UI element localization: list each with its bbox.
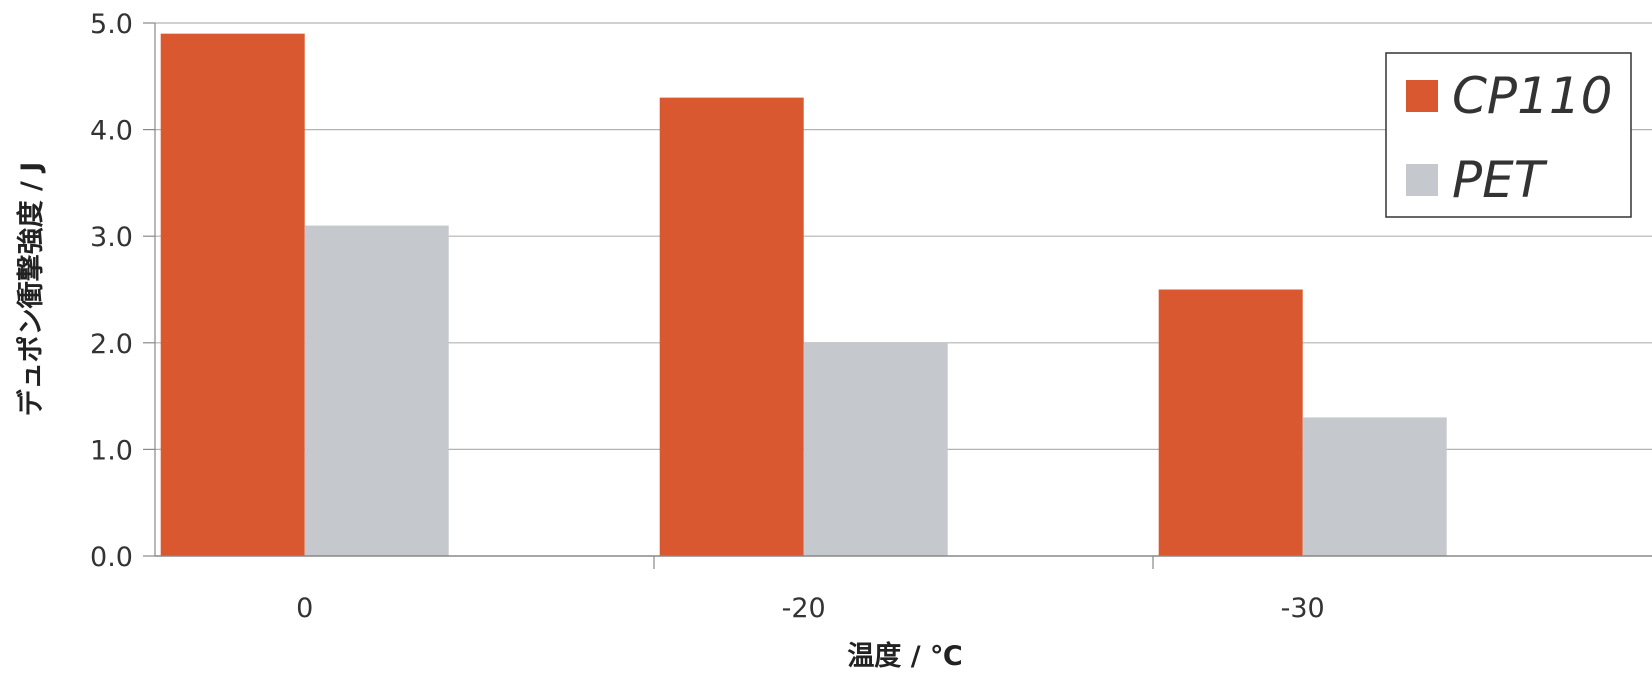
bar-pet--30 xyxy=(1302,417,1447,556)
y-axis-title: デュポン衝撃強度 / J xyxy=(15,162,47,417)
axes: 0.0 1.0 2.0 3.0 4.0 5.0 0 -20 -30 xyxy=(90,9,1652,624)
legend: CP110 PET xyxy=(1385,52,1632,218)
x-axis-title: 温度 / ℃ xyxy=(847,640,962,672)
x-tick-label: 0 xyxy=(296,593,313,624)
y-tick-label: 5.0 xyxy=(90,9,133,40)
y-tick-label: 4.0 xyxy=(90,116,133,147)
legend-swatch-pet xyxy=(1406,164,1438,196)
bar-pet--20 xyxy=(803,342,948,556)
x-tick-label: -20 xyxy=(782,593,826,624)
bar-cp110-0 xyxy=(160,33,305,557)
y-tick-label: 3.0 xyxy=(90,222,133,253)
bar-pet-0 xyxy=(304,225,449,557)
bar-cp110--20 xyxy=(659,97,804,557)
bars xyxy=(160,33,1447,557)
legend-label-pet: PET xyxy=(1452,151,1548,209)
legend-label-cp110: CP110 xyxy=(1452,67,1613,125)
bar-cp110--30 xyxy=(1158,289,1303,556)
x-tick-label: -30 xyxy=(1281,593,1325,624)
y-tick-label: 1.0 xyxy=(90,435,133,466)
legend-swatch-cp110 xyxy=(1406,80,1438,112)
y-tick-label: 2.0 xyxy=(90,329,133,360)
y-tick-label: 0.0 xyxy=(90,542,133,573)
